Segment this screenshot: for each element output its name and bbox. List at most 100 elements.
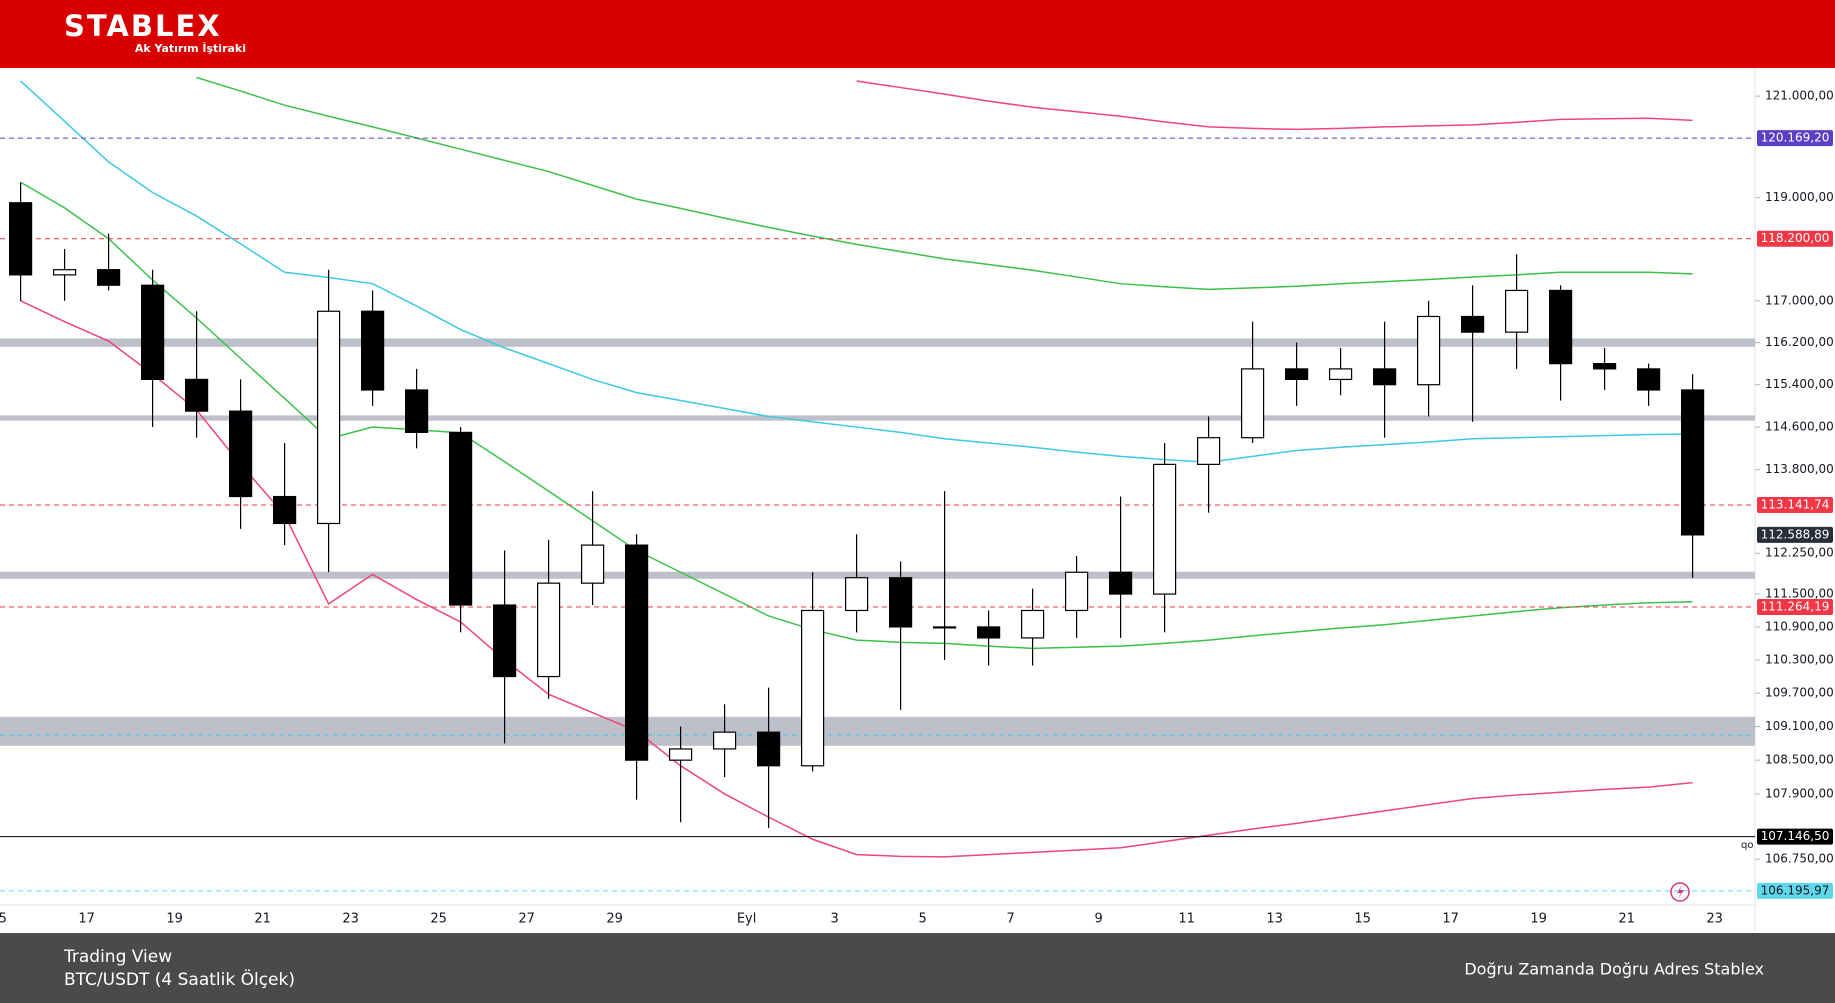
zone (0, 716, 1755, 746)
x-tick-label: 23 (1706, 912, 1723, 927)
candle-body (1328, 368, 1353, 381)
candle-body (1416, 315, 1441, 386)
level-label-box (1757, 882, 1833, 899)
candle-body (624, 544, 649, 761)
candle-body (405, 389, 429, 433)
candle-body (800, 609, 825, 767)
level-label: 111.264,19 (1761, 599, 1830, 613)
candle-body (317, 310, 341, 525)
header-bar (0, 0, 1835, 68)
level-label-box (1757, 598, 1833, 615)
y-tick-label: 121.000,00 (1765, 89, 1834, 103)
candle-body (1372, 368, 1397, 386)
candle-body (1504, 289, 1529, 333)
level-label: 107.146,50 (1761, 829, 1830, 843)
candle-body (273, 495, 297, 525)
candle-body (141, 284, 165, 381)
candle-body (1636, 368, 1661, 391)
candle-body (1592, 363, 1617, 370)
y-tick-label: 109.700,00 (1765, 686, 1834, 700)
x-tick-label: 19 (166, 912, 183, 927)
y-tick-label: 112.250,00 (1765, 546, 1834, 560)
band-line (196, 76, 1693, 291)
footer-source: Trading View (63, 947, 172, 967)
x-tick-label: 17 (1442, 912, 1459, 927)
footer-slogan: Doğru Zamanda Doğru Adres Stablex (1464, 960, 1764, 979)
plot (0, 76, 1755, 892)
x-tick-label: 15 (0, 912, 7, 927)
y-tick-label: 113.800,00 (1765, 462, 1834, 476)
band-line (856, 80, 1693, 131)
candle-body (1548, 289, 1573, 365)
tagline: Ak Yatırım İştiraki (135, 41, 246, 55)
candle-body (712, 731, 737, 750)
x-tick-label: 25 (430, 912, 447, 927)
candle-body (96, 269, 121, 286)
candle-body (1020, 609, 1045, 639)
band-line (20, 300, 1693, 858)
zone (0, 571, 1755, 579)
candle-body (9, 202, 33, 276)
y-tick-label: 106.750,00 (1765, 852, 1834, 866)
zone (0, 338, 1755, 347)
y-tick-label: 109.100,00 (1765, 719, 1834, 733)
candle-body (1064, 571, 1089, 612)
annotation: qo (1741, 840, 1753, 851)
y-tick-label: 117.000,00 (1765, 293, 1834, 307)
y-tick-label: 108.500,00 (1765, 753, 1834, 767)
candle-body (1460, 315, 1485, 333)
x-tick-label: 29 (606, 912, 623, 927)
level-label: 113.141,74 (1761, 498, 1830, 512)
candle-body (580, 544, 605, 584)
x-tick-label: 27 (518, 912, 535, 927)
y-tick-label: 116.200,00 (1765, 335, 1834, 349)
candle-body (976, 626, 1001, 639)
x-tick-label: 13 (1266, 912, 1283, 927)
x-tick-label: 17 (78, 912, 95, 927)
candle-body (493, 604, 517, 678)
level-label: 120.169,20 (1761, 131, 1830, 145)
y-tick-label: 111.500,00 (1765, 587, 1834, 601)
candle-body (668, 748, 693, 761)
candle-body (756, 731, 781, 767)
candle-body (449, 431, 473, 606)
band-line (20, 80, 1693, 463)
x-tick-label: 19 (1530, 912, 1547, 927)
candle-body (536, 582, 561, 678)
level-label-box (1757, 130, 1833, 147)
y-tick-label: 115.400,00 (1765, 377, 1834, 391)
y-tick-label: 107.900,00 (1765, 786, 1834, 800)
y-tick-label: 119.000,00 (1765, 190, 1834, 204)
candle-body (1240, 368, 1265, 439)
candle-body (361, 310, 385, 391)
level-label-box (1757, 526, 1833, 543)
footer-subtitle: BTC/USDT (4 Saatlik Ölçek) (64, 968, 295, 990)
y-tick-label: 110.900,00 (1765, 619, 1834, 633)
x-tick-label: 21 (1618, 912, 1635, 927)
level-label: 118.200,00 (1761, 231, 1830, 245)
zone (0, 415, 1755, 421)
candle-body (1284, 368, 1309, 381)
flash-icon (1670, 882, 1690, 902)
level-label: 112.588,89 (1761, 527, 1830, 541)
level-label: 106.195,97 (1761, 883, 1830, 897)
x-tick-label: 7 (1006, 912, 1014, 927)
y-tick-label: 114.600,00 (1765, 420, 1834, 434)
level-label-box (1757, 828, 1833, 845)
x-tick-label: 15 (1354, 912, 1371, 927)
level-label-box (1757, 230, 1833, 247)
x-tick-label: 5 (918, 912, 926, 927)
x-tick-label: 23 (342, 912, 359, 927)
x-tick-label: Eyl (737, 912, 757, 927)
footer-bar (0, 933, 1835, 1003)
x-tick-label: 3 (830, 912, 838, 927)
band-line (20, 181, 1693, 650)
candle-body (888, 577, 913, 628)
candle-body (185, 378, 209, 412)
level-label-box (1757, 497, 1833, 514)
candle-body (1108, 571, 1133, 595)
y-tick-label: 110.300,00 (1765, 652, 1834, 666)
candle-body (1196, 437, 1221, 465)
